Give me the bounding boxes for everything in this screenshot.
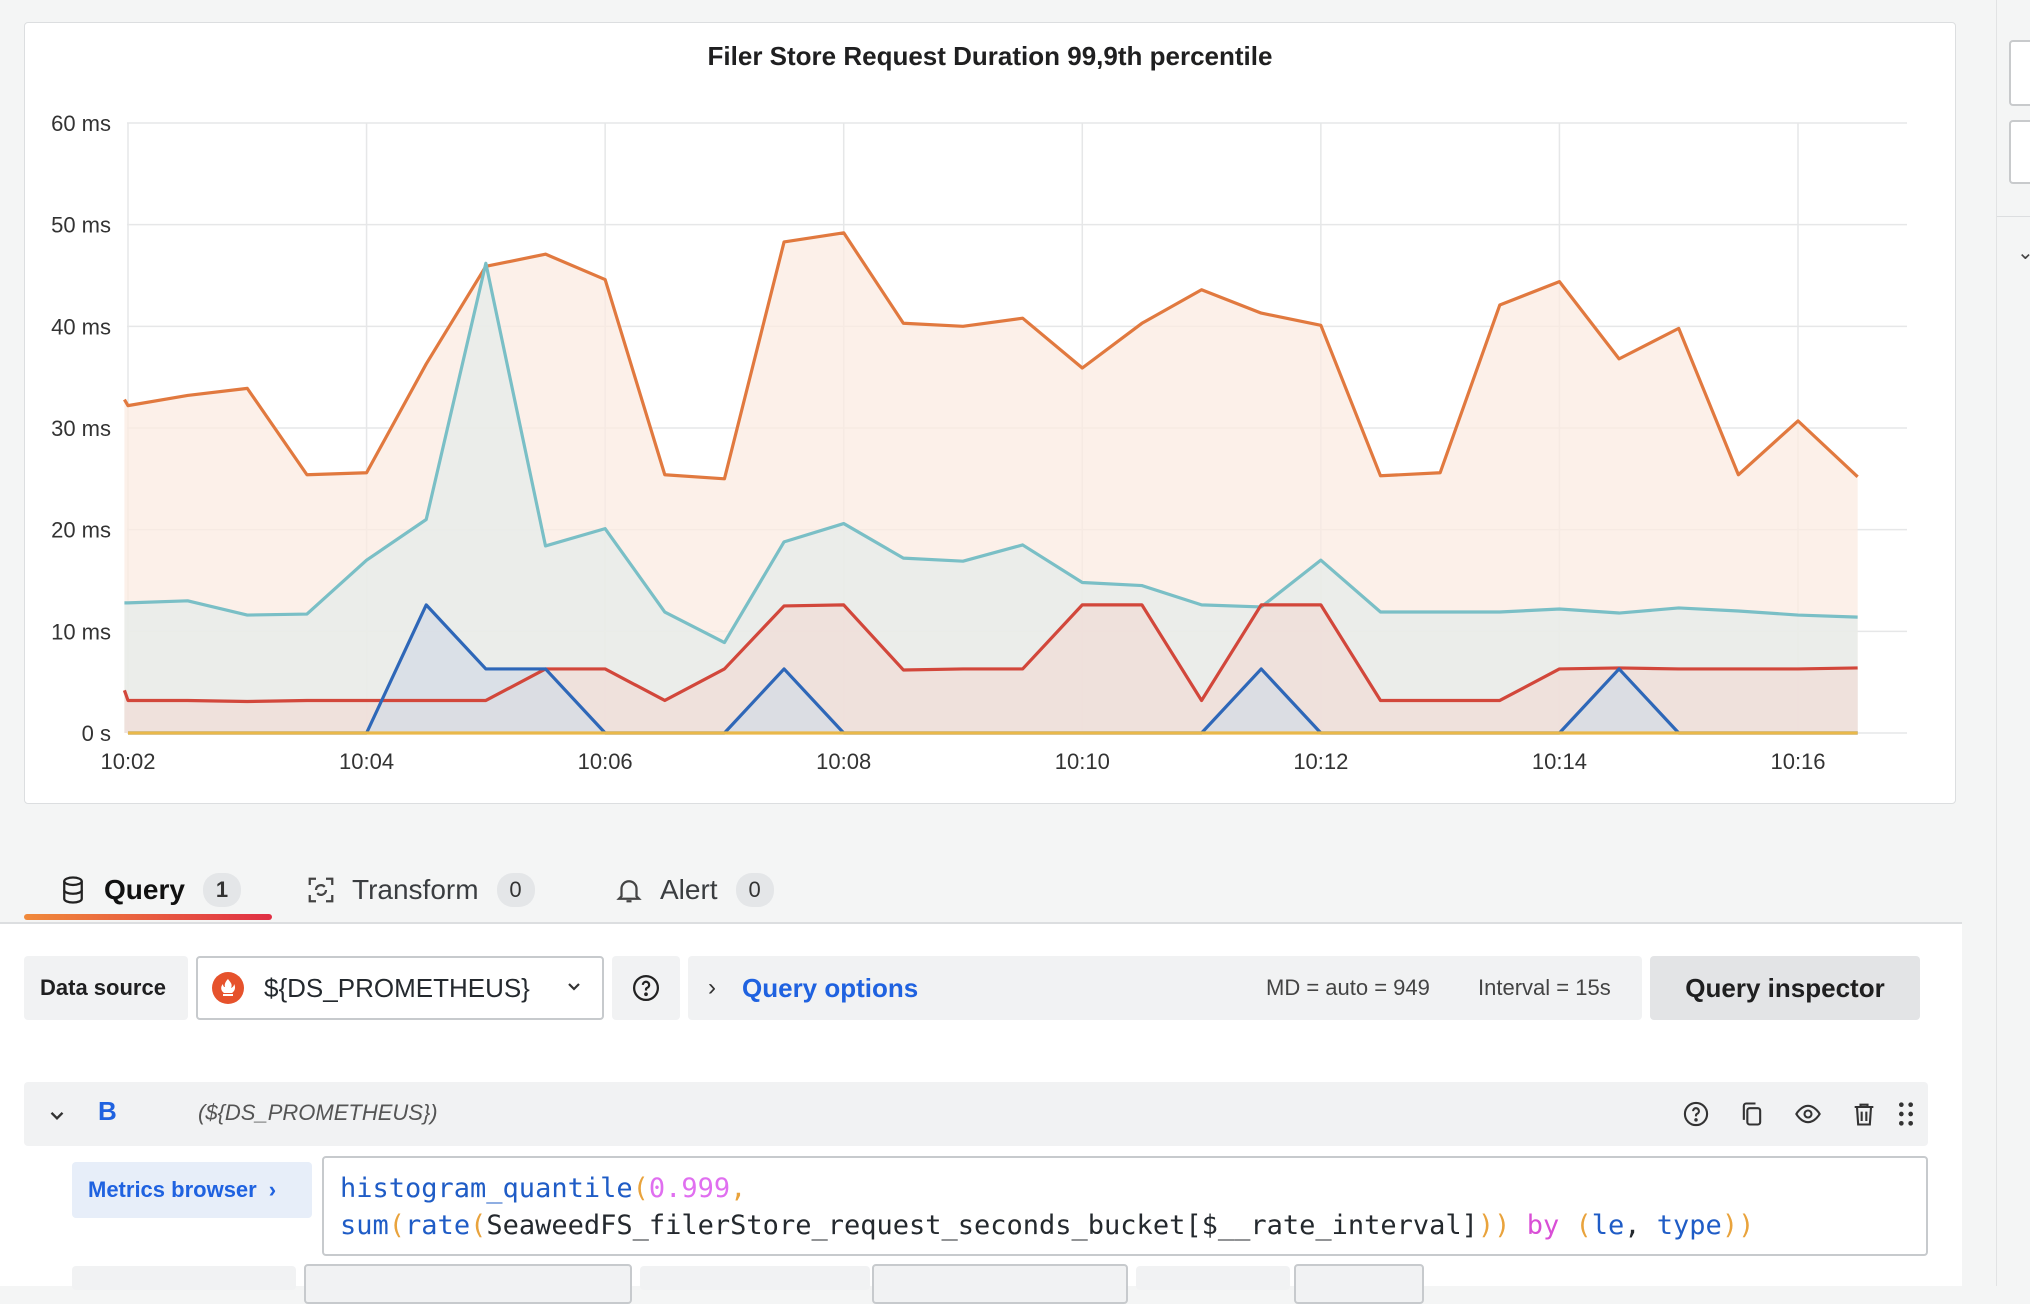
chevron-down-icon[interactable]: ⌄ bbox=[2017, 242, 2030, 264]
y-tick-label: 10 ms bbox=[51, 619, 111, 644]
series-line bbox=[122, 603, 1858, 704]
active-tab-indicator bbox=[24, 914, 272, 920]
eye-icon[interactable] bbox=[1794, 1100, 1822, 1128]
data-source-value: ${DS_PROMETHEUS} bbox=[264, 972, 530, 1003]
query-datasource: (${DS_PROMETHEUS}) bbox=[198, 1100, 438, 1125]
x-tick-label: 10:12 bbox=[1293, 749, 1348, 774]
tab-alert[interactable]: Alert 0 bbox=[614, 860, 774, 920]
x-tick-label: 10:16 bbox=[1770, 749, 1825, 774]
resolution-select-fragment[interactable] bbox=[1294, 1264, 1424, 1304]
legend-select-fragment[interactable] bbox=[304, 1264, 632, 1304]
tab-query-label: Query bbox=[104, 874, 185, 905]
options-pane-edge: ⌄ bbox=[1996, 0, 2030, 1286]
code-function: sum bbox=[340, 1210, 389, 1241]
options-input-fragment[interactable] bbox=[2009, 40, 2030, 106]
time-series-chart: 0 s 10 ms 20 ms 30 ms 40 ms 50 ms 60 ms 10:02 10… bbox=[51, 111, 1907, 774]
drag-handle-icon[interactable] bbox=[1892, 1100, 1920, 1128]
x-tick-label: 10:10 bbox=[1055, 749, 1110, 774]
max-data-points-info: MD = auto = 949 bbox=[1266, 975, 1430, 1000]
tab-alert-label: Alert bbox=[660, 874, 718, 905]
series-line bbox=[124, 261, 1858, 645]
code-label: le bbox=[1591, 1210, 1625, 1241]
code-metric: SeaweedFS_filerStore_request_seconds_buc… bbox=[486, 1210, 1478, 1241]
tab-query[interactable]: Query 1 bbox=[58, 860, 241, 920]
bell-icon bbox=[616, 880, 642, 903]
legend-label-fragment bbox=[72, 1266, 296, 1290]
question-icon bbox=[633, 975, 659, 1001]
code-number: 0.999 bbox=[648, 1173, 731, 1204]
database-icon bbox=[63, 876, 83, 904]
copy-icon[interactable] bbox=[1738, 1100, 1766, 1128]
y-tick-label: 40 ms bbox=[51, 314, 111, 339]
resolution-label-fragment bbox=[1136, 1266, 1290, 1290]
x-tick-label: 10:08 bbox=[816, 749, 871, 774]
panel-title: Filer Store Request Duration 99,9th perc… bbox=[707, 41, 1273, 71]
data-source-label: Data source bbox=[24, 956, 188, 1020]
metrics-browser-label: Metrics browser bbox=[88, 1177, 257, 1202]
tab-query-count: 1 bbox=[202, 873, 241, 907]
tab-transform[interactable]: Transform 0 bbox=[306, 860, 535, 920]
x-tick-label: 10:04 bbox=[339, 749, 394, 774]
prometheus-icon bbox=[212, 972, 244, 1004]
interval-info: Interval = 15s bbox=[1478, 975, 1611, 1000]
chevron-right-icon: › bbox=[268, 1177, 277, 1202]
query-options-label: Query options bbox=[742, 972, 919, 1003]
divider bbox=[1997, 216, 2030, 217]
code-function: histogram_quantile bbox=[340, 1173, 633, 1204]
series-line bbox=[128, 603, 1858, 735]
help-button[interactable] bbox=[612, 956, 680, 1020]
trash-icon[interactable] bbox=[1850, 1100, 1878, 1128]
tab-transform-count: 0 bbox=[496, 873, 535, 907]
x-tick-label: 10:02 bbox=[100, 749, 155, 774]
y-tick-label: 0 s bbox=[82, 721, 111, 746]
chevron-down-icon[interactable] bbox=[46, 1104, 68, 1126]
x-tick-label: 10:14 bbox=[1532, 749, 1587, 774]
chevron-right-icon: › bbox=[708, 974, 716, 1001]
code-keyword: by bbox=[1526, 1210, 1560, 1241]
options-select-fragment[interactable] bbox=[2009, 120, 2030, 184]
series-area bbox=[128, 604, 1858, 733]
tabs-divider bbox=[0, 922, 1962, 924]
metrics-browser-button[interactable]: Metrics browser › bbox=[72, 1162, 312, 1218]
query-row-header: B (${DS_PROMETHEUS}) bbox=[24, 1082, 1928, 1146]
y-tick-label: 50 ms bbox=[51, 213, 111, 238]
code-function: rate bbox=[405, 1210, 471, 1241]
query-code-editor[interactable]: histogram_quantile(0.999, sum(rate(Seawe… bbox=[322, 1156, 1928, 1256]
y-tick-label: 20 ms bbox=[51, 518, 111, 543]
query-inspector-button[interactable]: Query inspector bbox=[1650, 956, 1920, 1020]
tab-transform-label: Transform bbox=[352, 874, 479, 905]
x-tick-label: 10:06 bbox=[578, 749, 633, 774]
transform-icon bbox=[308, 877, 334, 903]
min-step-label-fragment bbox=[640, 1266, 870, 1290]
data-source-picker[interactable]: ${DS_PROMETHEUS} bbox=[196, 956, 604, 1020]
y-tick-label: 60 ms bbox=[51, 111, 111, 136]
tab-alert-count: 0 bbox=[735, 873, 774, 907]
min-step-input-fragment[interactable] bbox=[872, 1264, 1128, 1304]
question-icon[interactable] bbox=[1682, 1100, 1710, 1128]
y-tick-label: 30 ms bbox=[51, 416, 111, 441]
code-label: type bbox=[1656, 1210, 1722, 1241]
query-ref-id[interactable]: B bbox=[98, 1096, 117, 1126]
chevron-down-icon bbox=[568, 983, 580, 991]
series-line bbox=[123, 231, 1859, 481]
chart-panel: Filer Store Request Duration 99,9th perc… bbox=[24, 22, 1956, 804]
query-options-toggle[interactable]: › Query options MD = auto = 949 Interval… bbox=[688, 956, 1642, 1020]
series-area bbox=[124, 263, 1858, 733]
